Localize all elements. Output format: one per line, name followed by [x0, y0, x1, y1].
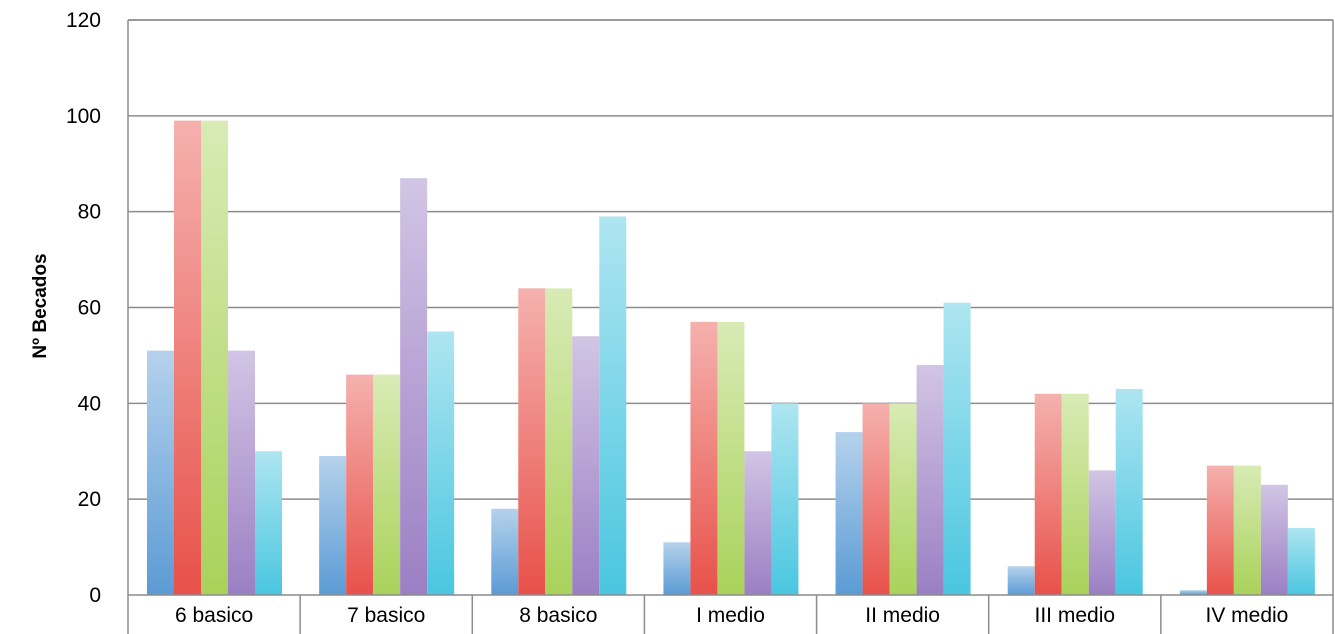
y-tick-label: 20 [78, 488, 101, 511]
bar [1287, 527, 1315, 595]
y-tick-label: 60 [78, 297, 101, 320]
bar [1088, 470, 1116, 595]
bar [400, 178, 428, 595]
bar [228, 350, 255, 595]
bar [690, 321, 718, 595]
bar [572, 336, 600, 595]
y-tick-label: 40 [78, 392, 101, 415]
x-tick-label: I medio [696, 604, 765, 627]
bar [174, 120, 201, 595]
bar [916, 365, 944, 595]
x-tick-label: III medio [1035, 604, 1116, 627]
bar [255, 451, 282, 595]
bar [518, 288, 546, 595]
bar [1061, 393, 1089, 595]
bar [835, 432, 863, 595]
bar [889, 403, 917, 595]
bar [1115, 388, 1143, 595]
x-tick-label: IV medio [1205, 604, 1288, 627]
bars [147, 120, 1315, 596]
bar [599, 216, 627, 596]
bar [545, 288, 573, 595]
bar [1260, 484, 1288, 595]
bar [147, 350, 174, 595]
bar [427, 331, 455, 595]
axes [127, 19, 1334, 634]
bar [771, 403, 799, 595]
x-tick-labels: 6 basico 7 basico 8 basico I medio II medio I… [175, 604, 1288, 627]
bar [1034, 393, 1062, 595]
bar [862, 403, 890, 595]
bar [373, 374, 401, 595]
x-tick-label: 6 basico [175, 604, 253, 627]
bar [346, 374, 374, 595]
bar [663, 542, 691, 595]
bar [744, 451, 772, 595]
bar [717, 321, 745, 595]
y-tick-label: 100 [66, 105, 101, 128]
y-tick-label: 120 [66, 9, 101, 32]
bar [319, 456, 347, 595]
bar [1206, 465, 1234, 595]
y-axis-label: Nº Becados [30, 253, 51, 358]
bar [1233, 465, 1261, 595]
y-tick-labels: 0 20 40 60 80 100 120 [66, 9, 101, 607]
x-tick-label: 8 basico [519, 604, 597, 627]
bar [1179, 590, 1207, 595]
y-tick-label: 0 [89, 584, 101, 607]
y-tick-label: 80 [78, 201, 101, 224]
bar [943, 302, 971, 595]
x-tick-label: 7 basico [347, 604, 425, 627]
bar [491, 508, 519, 595]
x-tick-label: II medio [865, 604, 940, 627]
bar [201, 120, 228, 595]
bar [1007, 566, 1035, 595]
